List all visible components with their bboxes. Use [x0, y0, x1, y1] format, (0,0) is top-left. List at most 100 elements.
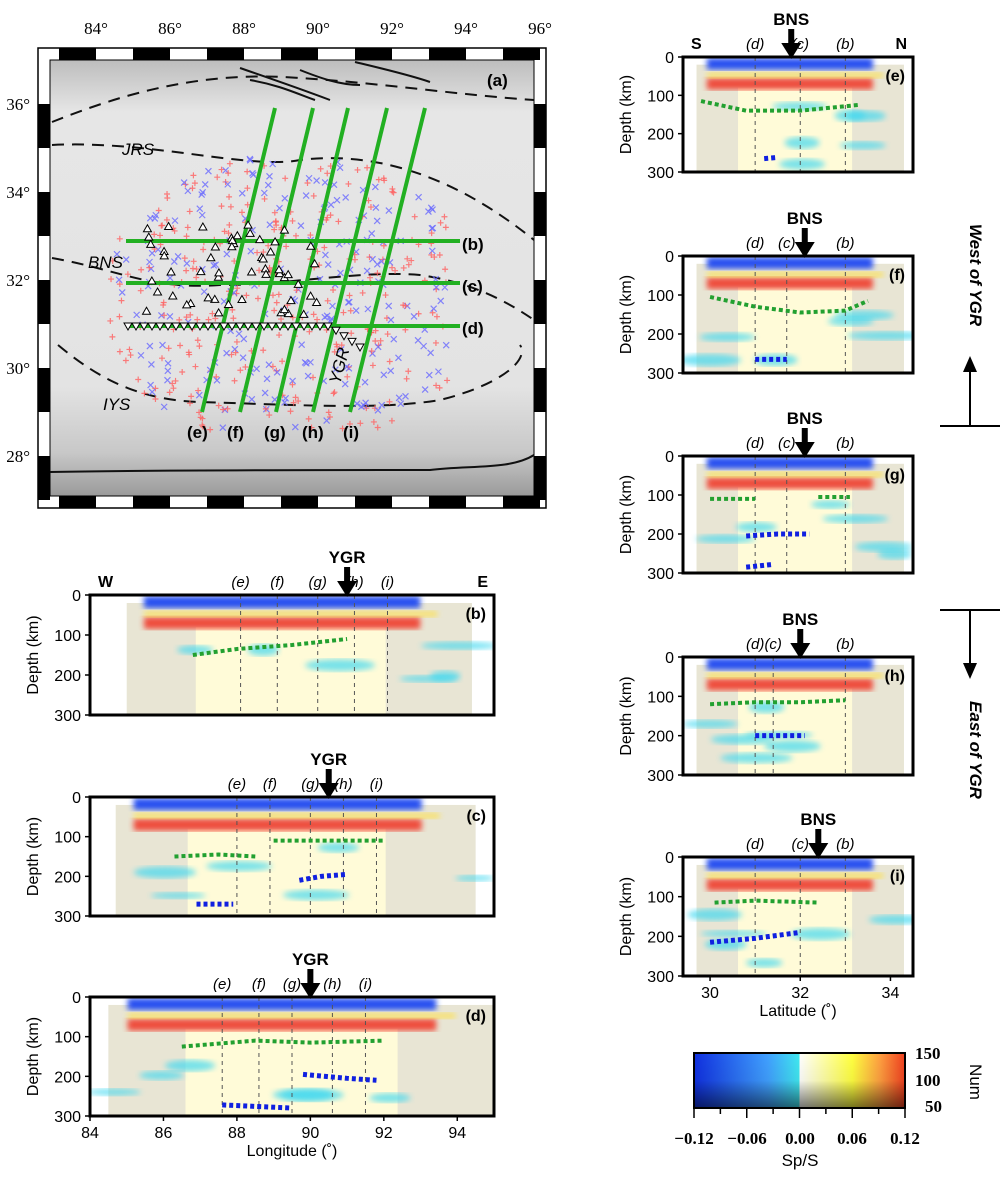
down-arrow-icon: [790, 643, 811, 659]
positive-band-moho: [143, 617, 421, 629]
colorbar-tick: 0.00: [785, 1129, 815, 1148]
station-inverted-triangle: [195, 322, 205, 332]
station-inverted-triangle: [187, 322, 197, 332]
event-cross-marker: [148, 388, 156, 396]
station-triangle: [152, 287, 163, 296]
event-cross-marker: [301, 358, 309, 366]
frame-segment: [59, 48, 96, 60]
profile-marker-label: (b): [836, 836, 854, 853]
event-cross-marker: [333, 196, 341, 204]
event-plus-marker: [116, 281, 123, 288]
profile-marker-label: (g): [283, 976, 301, 993]
event-plus-marker: [278, 316, 285, 323]
event-cross-marker: [266, 172, 273, 180]
profile-label-h: (h): [302, 423, 324, 442]
event-cross-marker: [247, 247, 255, 255]
event-plus-marker: [433, 313, 440, 320]
profile-marker-label: (i): [359, 976, 372, 993]
x-tick-label: 30: [701, 985, 719, 1002]
negative-patch: [868, 915, 913, 925]
thrust-faults: [49, 61, 535, 473]
negative-patch: [164, 1059, 216, 1072]
event-plus-marker: [331, 389, 338, 396]
y-tick-label: 100: [647, 288, 674, 305]
event-plus-marker: [283, 243, 290, 250]
num-tick: 50: [925, 1097, 942, 1116]
station-inverted-triangle: [235, 322, 245, 332]
lat-tick: 32°: [6, 271, 30, 290]
profile-marker-label: (f): [252, 976, 266, 993]
event-plus-marker: [192, 363, 199, 370]
station-triangle: [203, 292, 214, 302]
event-cross-marker: [198, 211, 206, 219]
y-tick-label: 300: [54, 909, 81, 926]
event-plus-marker: [400, 264, 407, 271]
event-plus-marker: [151, 231, 158, 238]
event-plus-marker: [191, 180, 198, 187]
negative-patch: [763, 740, 821, 753]
event-plus-marker: [271, 226, 278, 233]
event-cross-marker: [154, 246, 162, 253]
event-cross-marker: [395, 394, 403, 402]
profile-marker-label: (f): [263, 776, 277, 793]
event-plus-marker: [327, 212, 334, 219]
arrow-shaft: [801, 428, 808, 444]
station-triangle: [146, 276, 157, 285]
station-inverted-triangle: [131, 322, 141, 332]
event-cross-marker: [164, 359, 172, 367]
event-plus-marker: [218, 166, 225, 173]
profile-marker-label: (d): [746, 435, 764, 452]
green-dotted-interface: [181, 1038, 384, 1049]
event-plus-marker: [436, 252, 443, 259]
x-tick-label: 34: [882, 985, 900, 1002]
event-cross-marker: [115, 276, 123, 284]
y-axis-label: Depth (km): [25, 1017, 42, 1096]
event-plus-marker: [261, 195, 268, 202]
lat-tick: 34°: [6, 183, 30, 202]
blue-dotted-interface: [745, 561, 774, 570]
num-tick: 150: [915, 1044, 941, 1063]
event-plus-marker: [187, 311, 194, 318]
event-plus-marker: [266, 412, 273, 419]
event-plus-marker: [177, 342, 184, 349]
frame-segment: [534, 104, 546, 148]
event-plus-marker: [307, 232, 314, 239]
panel-label: (c): [466, 808, 486, 825]
positive-band-moho: [706, 678, 873, 691]
green-dotted-interface: [709, 294, 869, 315]
event-plus-marker: [380, 242, 387, 249]
event-cross-marker: [313, 177, 321, 184]
profile-image: [696, 57, 904, 172]
event-cross-marker: [297, 222, 305, 230]
event-cross-marker: [231, 345, 239, 353]
station-triangle: [210, 241, 221, 251]
station-triangle: [213, 272, 224, 281]
negative-patch: [282, 889, 350, 901]
station-triangle: [261, 269, 271, 278]
event-cross-marker: [246, 155, 254, 163]
negative-patch: [455, 875, 494, 882]
x-axis-label: Longitude (˚): [247, 1143, 338, 1160]
event-plus-marker: [225, 230, 232, 237]
x-tick-label: 32: [791, 985, 809, 1002]
event-plus-marker: [372, 337, 379, 344]
event-cross-marker: [342, 194, 350, 201]
event-plus-marker: [386, 398, 393, 405]
event-plus-marker: [295, 398, 302, 405]
profile-frame: [681, 55, 915, 174]
event-plus-marker: [271, 307, 278, 314]
event-cross-marker: [387, 367, 395, 375]
suture-label-jrs: JRS: [121, 140, 155, 159]
event-plus-marker: [199, 415, 206, 422]
station-triangle: [293, 279, 304, 288]
profile-marker-label: (c): [778, 435, 796, 452]
frame-segment: [503, 496, 540, 508]
event-plus-marker: [262, 405, 269, 412]
event-plus-marker: [161, 312, 168, 319]
profile-image: [126, 595, 494, 715]
event-plus-marker: [212, 315, 219, 322]
panel-label: (e): [885, 68, 905, 85]
event-cross-marker: [166, 312, 174, 320]
event-plus-marker: [330, 287, 337, 294]
x-tick-label: 92: [375, 1125, 393, 1142]
